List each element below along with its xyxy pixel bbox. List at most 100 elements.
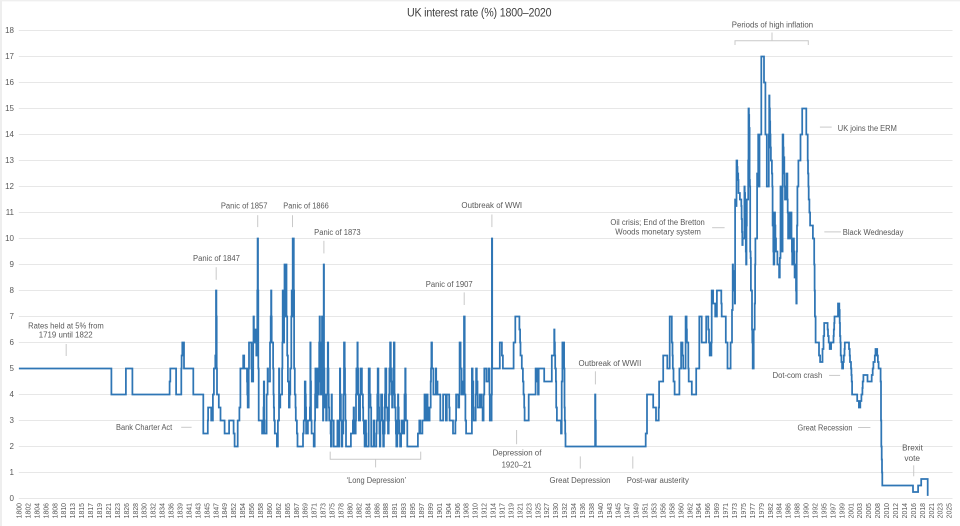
svg-text:1938: 1938 bbox=[589, 503, 596, 518]
svg-text:1943: 1943 bbox=[607, 503, 614, 518]
svg-text:1969: 1969 bbox=[714, 503, 721, 518]
svg-text:Panic of 1907: Panic of 1907 bbox=[426, 280, 473, 289]
svg-text:1869: 1869 bbox=[303, 503, 310, 518]
svg-text:1921: 1921 bbox=[517, 503, 524, 518]
svg-text:10: 10 bbox=[5, 234, 14, 243]
svg-text:1953: 1953 bbox=[652, 503, 659, 518]
svg-text:1895: 1895 bbox=[410, 503, 417, 518]
svg-text:1914: 1914 bbox=[491, 503, 498, 518]
svg-text:1821: 1821 bbox=[106, 503, 113, 518]
svg-text:1884: 1884 bbox=[365, 503, 372, 518]
svg-text:Periods of high inflation: Periods of high inflation bbox=[732, 20, 813, 29]
svg-text:1849: 1849 bbox=[222, 503, 229, 518]
svg-text:1901: 1901 bbox=[437, 503, 444, 518]
svg-text:1865: 1865 bbox=[285, 503, 292, 518]
svg-text:0: 0 bbox=[10, 494, 15, 503]
svg-text:1854: 1854 bbox=[240, 503, 247, 518]
svg-text:Oil crisis; End of the Bretton: Oil crisis; End of the Bretton bbox=[610, 218, 704, 227]
svg-text:Panic of 1857: Panic of 1857 bbox=[221, 202, 268, 211]
svg-text:1875: 1875 bbox=[330, 503, 337, 518]
svg-text:1990: 1990 bbox=[804, 503, 811, 518]
svg-text:1936: 1936 bbox=[580, 503, 587, 518]
svg-text:1966: 1966 bbox=[705, 503, 712, 518]
svg-text:18: 18 bbox=[5, 26, 14, 35]
svg-text:2025: 2025 bbox=[947, 503, 954, 518]
svg-text:Panic of 1866: Panic of 1866 bbox=[283, 202, 329, 211]
svg-text:1920–21: 1920–21 bbox=[502, 460, 532, 469]
svg-text:1904: 1904 bbox=[446, 503, 453, 518]
svg-text:2010: 2010 bbox=[884, 503, 891, 518]
svg-text:2001: 2001 bbox=[848, 503, 855, 518]
svg-text:1986: 1986 bbox=[786, 503, 793, 518]
svg-text:1826: 1826 bbox=[124, 503, 131, 518]
svg-text:UK joins the ERM: UK joins the ERM bbox=[838, 124, 897, 133]
svg-text:14: 14 bbox=[5, 130, 14, 139]
svg-text:1880: 1880 bbox=[347, 503, 354, 518]
svg-text:1971: 1971 bbox=[723, 503, 730, 518]
svg-text:1908: 1908 bbox=[464, 503, 471, 518]
svg-text:Panic of 1873: Panic of 1873 bbox=[314, 228, 361, 237]
svg-text:1982: 1982 bbox=[768, 503, 775, 518]
svg-text:1910: 1910 bbox=[473, 503, 480, 518]
svg-text:1843: 1843 bbox=[195, 503, 202, 518]
svg-text:1828: 1828 bbox=[133, 503, 140, 518]
svg-text:1927: 1927 bbox=[544, 503, 551, 518]
svg-text:1934: 1934 bbox=[571, 503, 578, 518]
svg-text:1810: 1810 bbox=[61, 503, 68, 518]
svg-text:1973: 1973 bbox=[732, 503, 739, 518]
svg-text:‘Long Depression’: ‘Long Depression’ bbox=[346, 476, 406, 485]
svg-text:2008: 2008 bbox=[875, 503, 882, 518]
svg-text:1: 1 bbox=[10, 468, 15, 477]
svg-text:1992: 1992 bbox=[813, 503, 820, 518]
svg-text:16: 16 bbox=[5, 78, 14, 87]
svg-text:2014: 2014 bbox=[902, 503, 909, 518]
svg-text:1882: 1882 bbox=[356, 503, 363, 518]
svg-text:Black Wednesday: Black Wednesday bbox=[843, 228, 904, 237]
svg-text:1995: 1995 bbox=[821, 503, 828, 518]
svg-text:1847: 1847 bbox=[213, 503, 220, 518]
svg-text:1841: 1841 bbox=[186, 503, 193, 518]
svg-text:1979: 1979 bbox=[759, 503, 766, 518]
svg-text:1839: 1839 bbox=[177, 503, 184, 518]
svg-text:1860: 1860 bbox=[267, 503, 274, 518]
svg-text:1845: 1845 bbox=[204, 503, 211, 518]
svg-text:1804: 1804 bbox=[34, 503, 41, 518]
svg-text:1962: 1962 bbox=[687, 503, 694, 518]
svg-text:vote: vote bbox=[904, 454, 920, 463]
svg-text:1960: 1960 bbox=[678, 503, 685, 518]
svg-text:1977: 1977 bbox=[750, 503, 757, 518]
svg-text:1897: 1897 bbox=[419, 503, 426, 518]
svg-text:1862: 1862 bbox=[276, 503, 283, 518]
svg-text:13: 13 bbox=[5, 156, 14, 165]
svg-text:1815: 1815 bbox=[79, 503, 86, 518]
svg-text:1919: 1919 bbox=[508, 503, 515, 518]
svg-text:1856: 1856 bbox=[249, 503, 256, 518]
svg-text:Depression of: Depression of bbox=[493, 449, 543, 458]
svg-text:Woods monetary system: Woods monetary system bbox=[615, 227, 701, 236]
svg-text:1878: 1878 bbox=[338, 503, 345, 518]
svg-text:1873: 1873 bbox=[321, 503, 328, 518]
svg-text:2: 2 bbox=[10, 442, 15, 451]
svg-text:Rates held at 5% from: Rates held at 5% from bbox=[28, 322, 104, 331]
svg-text:1886: 1886 bbox=[374, 503, 381, 518]
svg-text:5: 5 bbox=[10, 364, 15, 373]
svg-text:1867: 1867 bbox=[294, 503, 301, 518]
svg-text:1888: 1888 bbox=[383, 503, 390, 518]
svg-text:6: 6 bbox=[10, 338, 15, 347]
svg-text:1719 until 1822: 1719 until 1822 bbox=[39, 331, 93, 340]
svg-text:1975: 1975 bbox=[741, 503, 748, 518]
svg-text:Panic of 1847: Panic of 1847 bbox=[193, 254, 240, 263]
svg-text:1997: 1997 bbox=[830, 503, 837, 518]
svg-text:3: 3 bbox=[10, 416, 15, 425]
svg-text:1999: 1999 bbox=[839, 503, 846, 518]
svg-text:2005: 2005 bbox=[866, 503, 873, 518]
svg-text:11: 11 bbox=[6, 208, 15, 217]
svg-text:2023: 2023 bbox=[938, 503, 945, 518]
svg-text:8: 8 bbox=[10, 286, 15, 295]
svg-text:1802: 1802 bbox=[25, 503, 32, 518]
svg-text:1951: 1951 bbox=[643, 503, 650, 518]
svg-text:1806: 1806 bbox=[43, 503, 50, 518]
svg-text:1923: 1923 bbox=[526, 503, 533, 518]
svg-text:2012: 2012 bbox=[893, 503, 900, 518]
svg-text:1984: 1984 bbox=[777, 503, 784, 518]
